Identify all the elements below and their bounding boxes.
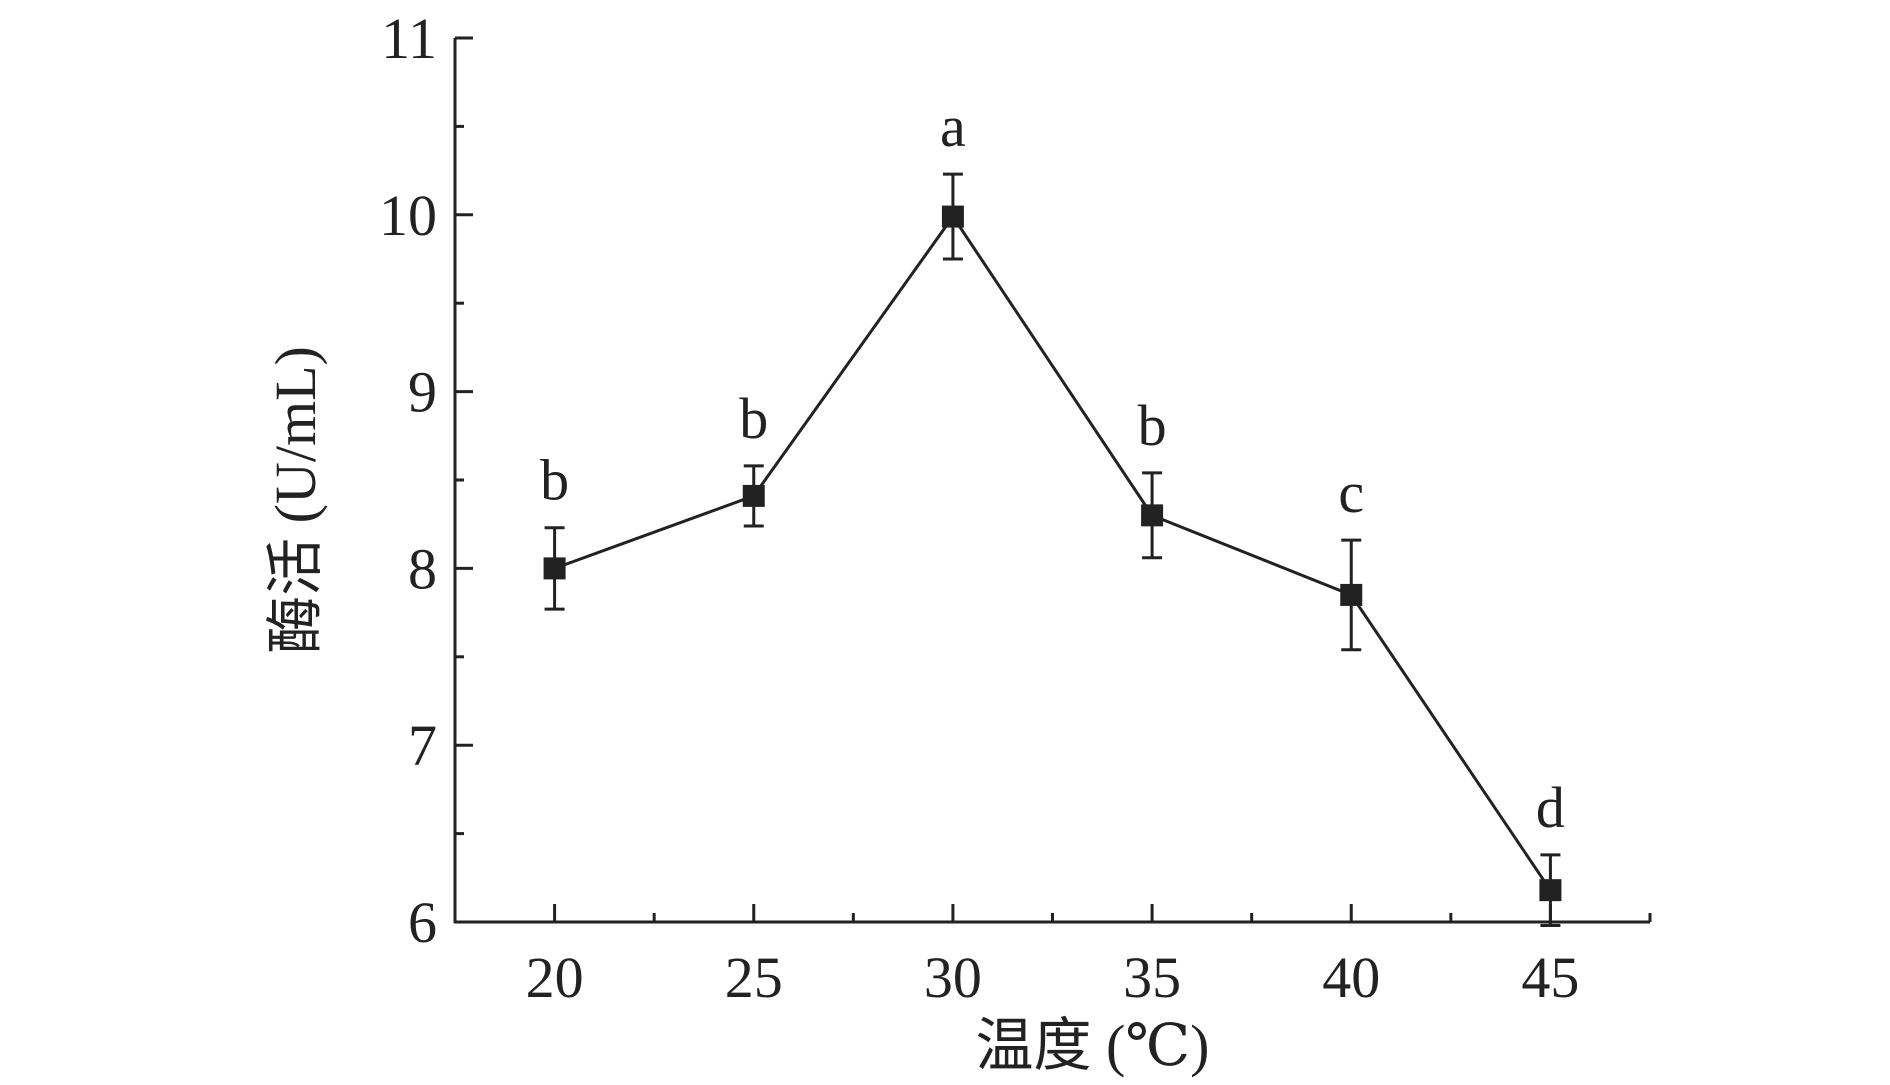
x-tick-label: 30 — [924, 945, 982, 1010]
y-tick-label: 8 — [408, 536, 437, 601]
series-line — [554, 213, 1552, 892]
data-point-marker — [1340, 583, 1363, 606]
significance-label: a — [940, 94, 966, 159]
significance-label: d — [1536, 775, 1565, 840]
y-tick-label: 11 — [381, 6, 437, 71]
x-tick-label: 25 — [725, 945, 783, 1010]
x-tick-label: 35 — [1123, 945, 1181, 1010]
y-axis-title: 酶活 (U/mL) — [263, 346, 328, 654]
labels: 温度 (℃) 酶活 (U/mL) — [263, 346, 1210, 1078]
significance-label: b — [540, 448, 569, 513]
axes: 6 7 8 9 10 11 20 25 30 35 40 45 — [379, 6, 1652, 1010]
x-tick-label: 45 — [1521, 945, 1579, 1010]
y-tick-label: 10 — [379, 183, 437, 248]
y-tick-label: 9 — [408, 360, 437, 425]
y-tick-label: 6 — [408, 890, 437, 955]
x-axis-title: 温度 (℃) — [975, 1013, 1209, 1078]
data-point-marker — [543, 557, 566, 580]
plot-area: b b a b c d — [540, 94, 1565, 928]
y-tick-label: 7 — [408, 713, 437, 778]
data-point-marker — [1141, 504, 1164, 527]
significance-label: b — [739, 386, 768, 451]
x-tick-label: 20 — [526, 945, 584, 1010]
x-tick-label: 40 — [1322, 945, 1380, 1010]
significance-label: b — [1138, 393, 1167, 458]
data-point-marker — [742, 484, 765, 507]
data-point-marker — [941, 205, 964, 228]
data-point-marker — [1539, 879, 1562, 902]
significance-label: c — [1338, 460, 1364, 525]
